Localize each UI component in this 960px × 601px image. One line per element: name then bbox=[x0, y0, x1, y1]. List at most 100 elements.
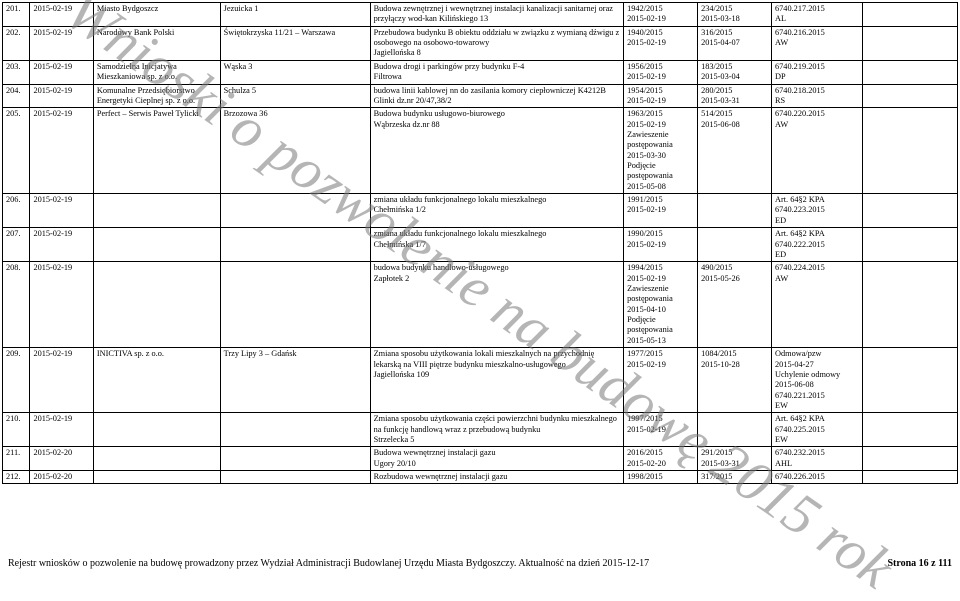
table-cell bbox=[862, 262, 957, 348]
table-cell: 212. bbox=[3, 471, 30, 484]
table-cell bbox=[862, 413, 957, 447]
table-cell bbox=[93, 413, 220, 447]
table-cell: Budowa zewnętrznej i wewnętrznej instala… bbox=[370, 3, 624, 27]
table-cell: 183/20152015-03-04 bbox=[698, 60, 772, 84]
table-cell: 514/20152015-06-08 bbox=[698, 108, 772, 194]
table-cell: budowa linii kablowej nn do zasilania ko… bbox=[370, 84, 624, 108]
table-cell: Miasto Bydgoszcz bbox=[93, 3, 220, 27]
table-cell: 2015-02-19 bbox=[30, 3, 93, 27]
table-cell: Budowa budynku usługowo-biurowegoWąbrzes… bbox=[370, 108, 624, 194]
table-cell bbox=[698, 228, 772, 262]
table-cell: 209. bbox=[3, 348, 30, 413]
table-cell bbox=[220, 471, 370, 484]
table-row: 202.2015-02-19Narodowy Bank PolskiŚwięto… bbox=[3, 26, 958, 60]
table-cell bbox=[862, 348, 957, 413]
table-cell: 2015-02-19 bbox=[30, 84, 93, 108]
table-cell bbox=[93, 262, 220, 348]
table-cell: 208. bbox=[3, 262, 30, 348]
table-cell: zmiana układu funkcjonalnego lokalu mies… bbox=[370, 194, 624, 228]
table-cell bbox=[862, 26, 957, 60]
table-cell: zmiana układu funkcjonalnego lokalu mies… bbox=[370, 228, 624, 262]
table-cell: Zmiana sposobu użytkowania części powier… bbox=[370, 413, 624, 447]
table-cell: 2015-02-19 bbox=[30, 194, 93, 228]
table-cell bbox=[862, 447, 957, 471]
table-cell bbox=[93, 447, 220, 471]
table-cell: 1954/20152015-02-19 bbox=[624, 84, 698, 108]
table-cell: 2015-02-19 bbox=[30, 26, 93, 60]
table-cell: Jezuicka 1 bbox=[220, 3, 370, 27]
table-cell bbox=[698, 413, 772, 447]
table-cell: 2015-02-19 bbox=[30, 413, 93, 447]
table-cell bbox=[93, 471, 220, 484]
table-cell: 1084/20152015-10-28 bbox=[698, 348, 772, 413]
table-cell: 211. bbox=[3, 447, 30, 471]
table-cell: 205. bbox=[3, 108, 30, 194]
table-cell: Budowa drogi i parkingów przy budynku F-… bbox=[370, 60, 624, 84]
table-cell: 201. bbox=[3, 3, 30, 27]
table-cell: budowa budynku handlowo-usługowegoZapłot… bbox=[370, 262, 624, 348]
table-row: 211.2015-02-20 Budowa wewnętrznej instala… bbox=[3, 447, 958, 471]
table-cell: 2015-02-19 bbox=[30, 108, 93, 194]
table-cell: Zmiana sposobu użytkowania lokali mieszk… bbox=[370, 348, 624, 413]
table-cell: Samodzielna Inicjatywa Mieszkaniowa sp. … bbox=[93, 60, 220, 84]
table-cell bbox=[698, 194, 772, 228]
table-cell: Perfect – Serwis Paweł Tylicki bbox=[93, 108, 220, 194]
table-cell: Narodowy Bank Polski bbox=[93, 26, 220, 60]
table-cell bbox=[220, 447, 370, 471]
table-row: 204.2015-02-19Komunalne Przedsiębiorstwo… bbox=[3, 84, 958, 108]
table-cell: 2015-02-19 bbox=[30, 348, 93, 413]
table-cell: 6740.232.2015AHL bbox=[772, 447, 863, 471]
table-row: 208.2015-02-19 budowa budynku handlowo-us… bbox=[3, 262, 958, 348]
table-cell: 6740.220.2015AW bbox=[772, 108, 863, 194]
table-cell: Budowa wewnętrznej instalacji gazuUgory … bbox=[370, 447, 624, 471]
table-cell: 2016/20152015-02-20 bbox=[624, 447, 698, 471]
table-row: 206.2015-02-19 zmiana układu funkcjonalne… bbox=[3, 194, 958, 228]
table-cell bbox=[862, 228, 957, 262]
table-cell bbox=[220, 413, 370, 447]
table-cell: 206. bbox=[3, 194, 30, 228]
table-cell: 1963/20152015-02-19Zawieszenie postępowa… bbox=[624, 108, 698, 194]
table-cell: 1956/20152015-02-19 bbox=[624, 60, 698, 84]
table-cell: Rozbudowa wewnętrznej instalacji gazu bbox=[370, 471, 624, 484]
table-cell: Komunalne Przedsiębiorstwo Energetyki Ci… bbox=[93, 84, 220, 108]
table-cell: 6740.226.2015 bbox=[772, 471, 863, 484]
table-cell: Art. 64§2 KPA6740.225.2015EW bbox=[772, 413, 863, 447]
table-cell: 1994/20152015-02-19Zawieszenie postępowa… bbox=[624, 262, 698, 348]
table-cell: 1998/2015 bbox=[624, 471, 698, 484]
table-cell: 1991/20152015-02-19 bbox=[624, 194, 698, 228]
table-cell: 234/20152015-03-18 bbox=[698, 3, 772, 27]
table-row: 201.2015-02-19Miasto BydgoszczJezuicka 1… bbox=[3, 3, 958, 27]
table-cell: 2015-02-20 bbox=[30, 447, 93, 471]
table-cell: Przebudowa budynku B obiektu oddziału w … bbox=[370, 26, 624, 60]
table-cell: Art. 64§2 KPA6740.223.2015ED bbox=[772, 194, 863, 228]
table-cell: 490/20152015-05-26 bbox=[698, 262, 772, 348]
table-cell bbox=[862, 84, 957, 108]
table-cell bbox=[93, 228, 220, 262]
table-cell bbox=[220, 262, 370, 348]
table-cell: Schulza 5 bbox=[220, 84, 370, 108]
table-cell: 2015-02-20 bbox=[30, 471, 93, 484]
page-footer: Rejestr wniosków o pozwolenie na budowę … bbox=[8, 558, 952, 569]
table-row: 212.2015-02-20 Rozbudowa wewnętrznej inst… bbox=[3, 471, 958, 484]
table-cell bbox=[862, 60, 957, 84]
table-cell: 1997/20152015-02-19 bbox=[624, 413, 698, 447]
table-cell: Art. 64§2 KPA6740.222.2015ED bbox=[772, 228, 863, 262]
table-cell: Brzozowa 36 bbox=[220, 108, 370, 194]
footer-left: Rejestr wniosków o pozwolenie na budowę … bbox=[8, 558, 649, 569]
table-cell: 6740.224.2015AW bbox=[772, 262, 863, 348]
footer-right: Strona 16 z 111 bbox=[887, 558, 952, 569]
table-cell: 2015-02-19 bbox=[30, 262, 93, 348]
table-cell: 6740.217.2015AL bbox=[772, 3, 863, 27]
table-cell: 1940/20152015-02-19 bbox=[624, 26, 698, 60]
table-cell: Świętokrzyska 11/21 – Warszawa bbox=[220, 26, 370, 60]
table-row: 205.2015-02-19Perfect – Serwis Paweł Tyl… bbox=[3, 108, 958, 194]
table-cell: 204. bbox=[3, 84, 30, 108]
table-cell: 202. bbox=[3, 26, 30, 60]
table-cell: Odmowa/pzw2015-04-27Uchylenie odmowy2015… bbox=[772, 348, 863, 413]
table-cell bbox=[93, 194, 220, 228]
table-cell bbox=[220, 194, 370, 228]
table-cell: 2015-02-19 bbox=[30, 228, 93, 262]
table-row: 209.2015-02-19INICTIVA sp. z o.o.Trzy Li… bbox=[3, 348, 958, 413]
table-cell: 316/20152015-04-07 bbox=[698, 26, 772, 60]
table-cell: Wąska 3 bbox=[220, 60, 370, 84]
